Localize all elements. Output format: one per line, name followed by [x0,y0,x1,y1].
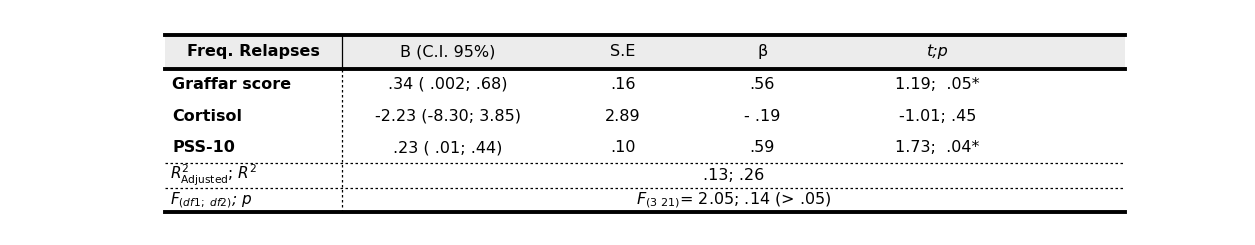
Text: 2.89: 2.89 [605,109,641,123]
Text: PSS-10: PSS-10 [172,140,235,155]
Text: Cortisol: Cortisol [172,109,242,123]
Text: Freq. Relapses: Freq. Relapses [187,44,320,59]
Text: .10: .10 [610,140,636,155]
Text: 1.73;  .04*: 1.73; .04* [895,140,980,155]
Text: $F_{(df1;\ df2)}$; $p$: $F_{(df1;\ df2)}$; $p$ [171,190,252,210]
Text: .56: .56 [749,77,774,92]
Text: .59: .59 [749,140,774,155]
Text: B (C.I. 95%): B (C.I. 95%) [400,44,496,59]
Text: $F_{(3\ 21)}$= 2.05; .14 (> .05): $F_{(3\ 21)}$= 2.05; .14 (> .05) [635,190,831,210]
Text: -2.23 (-8.30; 3.85): -2.23 (-8.30; 3.85) [375,109,521,123]
Bar [164,35,1124,69]
Text: β: β [757,44,767,59]
Text: .34 ( .002; .68): .34 ( .002; .68) [388,77,507,92]
Text: Graffar score: Graffar score [172,77,291,92]
Text: .23 ( .01; .44): .23 ( .01; .44) [393,140,502,155]
Text: .16: .16 [610,77,636,92]
Text: - .19: - .19 [744,109,781,123]
Text: $R^2_{\mathrm{Adjusted}}$; $R^2$: $R^2_{\mathrm{Adjusted}}$; $R^2$ [171,163,257,188]
Text: 1.19;  .05*: 1.19; .05* [895,77,980,92]
Text: .13; .26: .13; .26 [703,168,764,183]
Text: S.E: S.E [610,44,636,59]
Text: t;p: t;p [926,44,949,59]
Text: -1.01; .45: -1.01; .45 [899,109,976,123]
